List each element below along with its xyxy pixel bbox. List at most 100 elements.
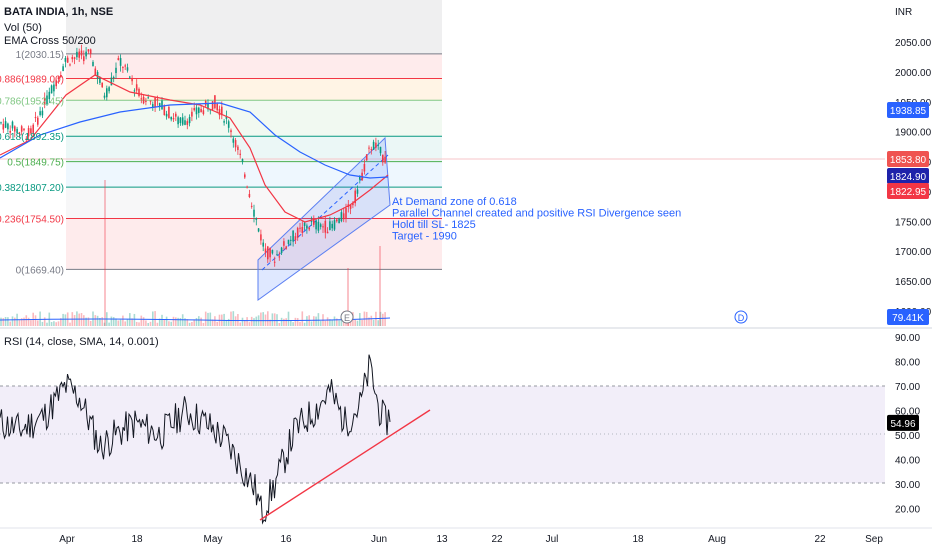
time-tick-label: 18 (131, 534, 143, 545)
volume-bar (101, 317, 103, 326)
candle-body (303, 222, 306, 226)
volume-bar (237, 313, 239, 326)
candle-body (147, 97, 149, 99)
candle-body (110, 77, 113, 86)
earnings-marker[interactable]: E (340, 310, 354, 324)
volume-bar (161, 314, 163, 326)
time-tick-label: 22 (814, 534, 826, 545)
volume-bar (329, 319, 331, 326)
candle-body (370, 149, 373, 151)
volume-bar (324, 320, 327, 326)
candle-body (46, 95, 48, 105)
candle-body (39, 111, 41, 116)
candle-body (11, 121, 14, 129)
dividend-marker[interactable]: D (734, 310, 748, 324)
candle-body (271, 250, 274, 254)
candle-body (78, 51, 80, 58)
volume-bar (156, 322, 159, 326)
price-badge-label: 1938.85 (890, 106, 927, 117)
fib-band (66, 100, 442, 137)
price-badge-label: 1824.90 (890, 172, 927, 183)
candle-body (273, 261, 276, 263)
candle-body (14, 126, 16, 132)
time-tick-label: Jun (371, 534, 387, 545)
price-badge (887, 151, 929, 167)
candle-body (227, 121, 230, 128)
candle-body (103, 95, 106, 98)
candle-body (324, 220, 327, 233)
volume-bar (46, 322, 48, 326)
candle-body (368, 147, 370, 149)
time-axis[interactable]: Apr 18 May 16 Jun 13 22 Jul 18 Aug 22 Sep (0, 527, 932, 545)
volume-bar (50, 322, 53, 326)
volume-bar (377, 320, 379, 326)
candle-body (345, 208, 347, 219)
ema-legend[interactable]: EMA Cross 50/200 (4, 35, 96, 47)
candle-body (108, 87, 110, 92)
volume-bar (280, 317, 283, 326)
price-axis[interactable]: 2050.002000.001950.001900.001850.001800.… (887, 38, 932, 325)
rsi-divergence-trendline[interactable] (259, 409, 431, 521)
symbol-title[interactable]: BATA INDIA, 1h, NSE (4, 6, 114, 18)
volume-bar (175, 317, 177, 326)
volume-bar (214, 316, 216, 326)
volume-bar (170, 321, 172, 326)
volume-bar (41, 321, 44, 326)
parallel-channel[interactable] (257, 136, 391, 301)
time-tick-label: Apr (59, 534, 75, 545)
volume-bar (110, 316, 113, 326)
volume-bar (122, 315, 124, 326)
price-tick-label: 1750.00 (895, 217, 932, 228)
candle-body (124, 65, 126, 67)
fib-level-label: 0.236(1754.50) (0, 215, 64, 226)
rsi-tick-label: 90.00 (895, 333, 920, 344)
volume-bar (267, 311, 269, 326)
fib-band (66, 53, 442, 79)
time-tick-label: Aug (708, 534, 726, 545)
candle-body (69, 64, 71, 66)
candle-body (163, 105, 166, 115)
rsi-legend[interactable]: RSI (14, close, SMA, 14, 0.001) (4, 336, 159, 348)
volume-bar (384, 312, 386, 326)
rsi-axis[interactable]: 90.00 80.00 70.00 60.00 50.00 40.00 30.00 20.00… (887, 333, 920, 516)
volume-bar (232, 311, 235, 326)
fib-band (66, 78, 442, 101)
candle-body (223, 121, 225, 123)
volume-bar (241, 317, 244, 326)
volume-bar (177, 317, 179, 326)
volume-bar (108, 322, 110, 326)
candle-body (119, 58, 122, 66)
volume-bar (34, 315, 37, 326)
volume-bar (172, 316, 175, 326)
volume-bar (209, 312, 212, 326)
volume-bar (292, 322, 294, 326)
volume-legend[interactable]: Vol (50) (4, 22, 42, 34)
candle-body (96, 71, 99, 79)
volume-bar (184, 318, 186, 326)
rsi-tick-label: 70.00 (895, 382, 920, 393)
candle-body (158, 103, 161, 108)
candle-body (237, 146, 239, 151)
rsi-band (0, 386, 885, 483)
price-tick-label: 1650.00 (895, 277, 932, 288)
fibonacci-labels: 1(2030.15) 0.886(1989.00) 0.786(1952.45) 0.… (0, 50, 64, 277)
volume-bar (168, 321, 170, 326)
fibonacci-retracement[interactable] (66, 0, 442, 270)
candle-body (338, 218, 340, 224)
candle-body (354, 190, 356, 204)
volume-bar (96, 315, 99, 326)
candle-body (319, 224, 322, 227)
volume-bar (131, 318, 133, 326)
volume-bar (112, 317, 115, 326)
candle-body (50, 85, 53, 94)
volume-bar (20, 318, 23, 326)
ema-50-line (0, 74, 389, 223)
candle-body (230, 130, 232, 133)
volume-bar (294, 317, 297, 326)
volume-bar (283, 318, 285, 326)
candle-body (188, 116, 191, 124)
volume-bar (326, 317, 329, 326)
candle-body (384, 156, 386, 163)
